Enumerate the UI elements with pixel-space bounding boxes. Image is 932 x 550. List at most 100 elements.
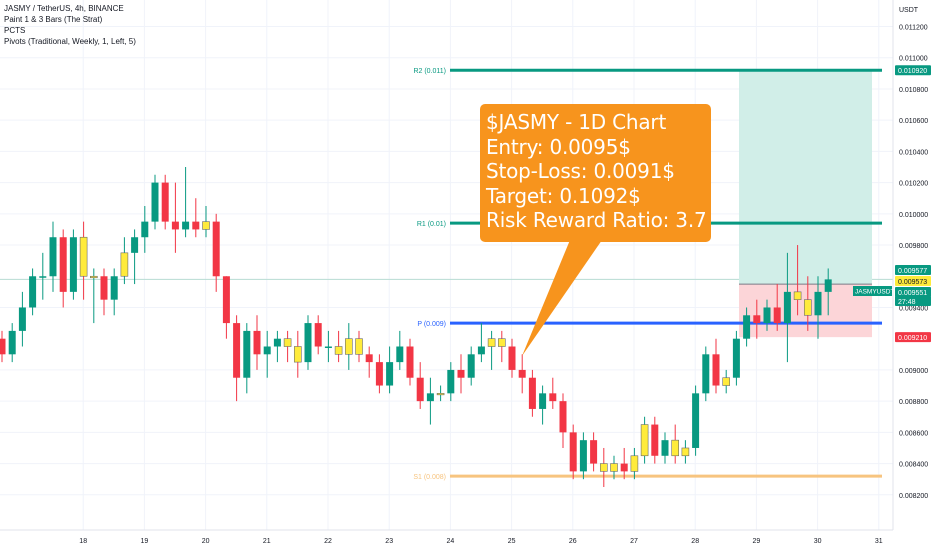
candle [304,315,312,370]
indicator-pcts[interactable]: PCTS [4,26,26,35]
candle-body [243,330,251,378]
candle-body [293,346,302,363]
candle [79,221,88,300]
candle [202,206,210,238]
date-tick-label: 20 [202,538,210,545]
candles [0,166,832,487]
trade-callout: $JASMY - 1D Chart Entry: 0.0095$ Stop-Lo… [480,104,711,242]
candle [620,447,628,480]
price-tick-label: 0.010400 [899,149,928,156]
price-tick-label: 0.008200 [899,493,928,500]
date-tick-label: 28 [691,538,699,545]
price-badge-label: 0.009577 [898,268,927,275]
candle-body [732,338,740,378]
candle-body [824,279,832,292]
candle-body [487,338,496,347]
price-tick-label: 0.010600 [899,118,928,125]
time-axis-bg [0,530,932,550]
candle [39,252,47,300]
candle [539,385,547,425]
candle-body [436,393,445,396]
candle-body [702,354,710,394]
date-tick-label: 21 [263,538,271,545]
candle-body [314,323,322,347]
callout-title: $JASMY - 1D Chart [486,110,667,134]
candle [49,221,57,292]
candle [722,369,731,394]
candle [324,330,332,363]
candle-body [212,221,220,277]
candle [783,252,791,363]
date-tick-label: 29 [753,538,761,545]
candle-body [599,463,608,472]
candle-body [355,338,363,355]
price-tick-label: 0.010000 [899,212,928,219]
candle [528,369,536,417]
candle [763,299,771,331]
price-badge [895,65,931,76]
candle [549,377,557,409]
candle-body [202,221,210,230]
candle [508,338,516,378]
candle [426,377,434,425]
candle-body [192,221,200,230]
candle [334,330,343,363]
candle-body [324,346,332,349]
date-tick-label: 23 [385,538,393,545]
candle [192,198,200,238]
candle [8,323,16,363]
candle-body [151,182,159,222]
price-badge [895,276,931,286]
candle [518,354,526,394]
chart-legend: JASMY / TetherUS, 4h, BINANCE Paint 1 & … [4,3,136,47]
candle [773,284,781,331]
candle-body [579,440,587,472]
candle [803,276,812,331]
candle [141,206,149,253]
candle-body [120,252,129,277]
price-badge [895,296,931,306]
candle [263,330,271,378]
candle-body [233,323,241,378]
candle [661,432,669,464]
price-tick-label: 0.009000 [899,368,928,375]
indicator-strat[interactable]: Paint 1 & 3 Bars (The Strat) [4,15,103,24]
candle-body [283,338,292,347]
candle [283,330,292,363]
candle-body [59,237,67,292]
candle-body [365,354,373,363]
candle [151,174,159,230]
candle-body [39,276,47,278]
date-tick-label: 31 [875,538,883,545]
candle-body [222,276,230,324]
candle [243,323,251,394]
candle [18,291,26,347]
candle [355,330,363,363]
date-tick-label: 27 [630,538,638,545]
date-tick-label: 25 [508,538,516,545]
candle-body [773,307,781,324]
candle [253,315,261,370]
symbol-title[interactable]: JASMY / TetherUS, 4h, BINANCE [4,4,124,13]
indicator-pivots[interactable]: Pivots (Traditional, Weekly, 1, Left, 5) [4,37,136,46]
candle-body [447,369,455,394]
candle [171,182,179,253]
callout-target: Target: 0.1092$ [486,183,641,208]
price-badge-label: 0.010920 [898,68,927,75]
candle [100,268,108,316]
callout-stop-loss: Stop-Loss: 0.0091$ [486,159,675,183]
candle [120,237,129,285]
candle-body [396,346,404,363]
candle-body [620,463,628,472]
candle-body [477,346,485,355]
candle-body [803,299,812,316]
time-axis[interactable]: 1819202122232425262728293031Aug [0,529,932,550]
price-axis[interactable]: USDT 0.011200 0.011000 0.010800 0.010600 0.01… [853,0,932,550]
candle [753,299,761,339]
candle [212,213,220,292]
candle [599,447,608,487]
candle-body [386,362,394,386]
date-tick-label: 30 [814,538,822,545]
candle [344,323,353,370]
